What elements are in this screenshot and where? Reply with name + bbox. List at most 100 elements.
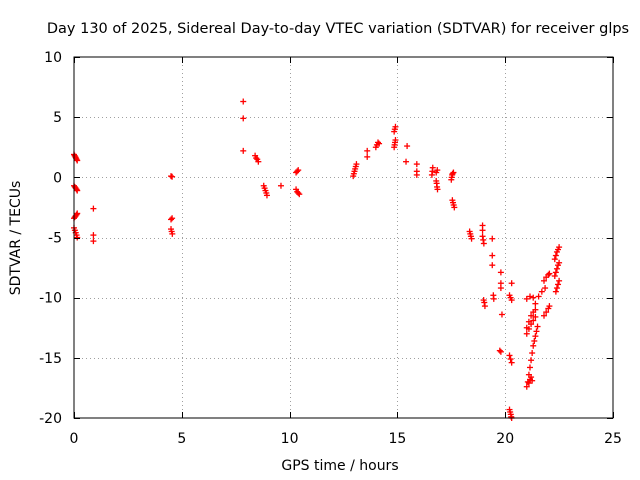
data-point bbox=[74, 234, 81, 241]
data-point bbox=[497, 285, 504, 292]
data-point bbox=[277, 182, 284, 189]
data-point bbox=[526, 364, 533, 371]
data-point bbox=[535, 293, 542, 300]
data-point bbox=[429, 164, 436, 171]
data-point bbox=[255, 158, 262, 165]
data-point bbox=[556, 277, 563, 284]
data-point bbox=[434, 186, 441, 193]
data-point bbox=[546, 270, 553, 277]
data-point bbox=[90, 232, 97, 239]
data-point bbox=[546, 303, 553, 310]
data-point bbox=[543, 309, 550, 316]
data-point bbox=[534, 323, 541, 330]
data-point bbox=[468, 235, 475, 242]
y-tick-label: -5 bbox=[48, 231, 62, 247]
x-tick-label: 25 bbox=[604, 431, 622, 447]
x-tick-label: 20 bbox=[496, 431, 514, 447]
data-point bbox=[451, 204, 458, 211]
x-axis-label: GPS time / hours bbox=[281, 458, 398, 474]
data-point bbox=[74, 210, 81, 217]
data-point bbox=[169, 230, 176, 237]
data-point bbox=[404, 143, 411, 150]
data-point bbox=[489, 252, 496, 259]
data-point bbox=[364, 153, 371, 160]
data-point bbox=[551, 273, 558, 280]
data-point bbox=[403, 158, 410, 165]
data-point bbox=[508, 359, 515, 366]
data-point bbox=[556, 244, 563, 251]
data-point bbox=[434, 167, 441, 174]
data-point bbox=[545, 271, 552, 278]
data-point bbox=[263, 192, 270, 199]
data-point bbox=[552, 252, 559, 259]
data-point bbox=[413, 168, 420, 175]
y-axis-label: SDTVAR / TECUs bbox=[8, 181, 24, 296]
data-point bbox=[533, 328, 540, 335]
y-tick-label: 0 bbox=[53, 170, 62, 186]
data-point bbox=[556, 259, 563, 266]
axis-ticks: 0 5 10 15 20 25 -20 -15 -10 -5 0 5 10 bbox=[39, 50, 622, 447]
data-point bbox=[489, 235, 496, 242]
x-tick-label: 10 bbox=[281, 431, 299, 447]
data-point bbox=[74, 157, 81, 164]
data-point bbox=[542, 285, 549, 292]
data-point bbox=[528, 357, 535, 364]
data-points bbox=[71, 98, 563, 421]
data-point bbox=[528, 374, 535, 381]
data-point bbox=[376, 140, 383, 147]
data-point bbox=[294, 168, 301, 175]
data-point bbox=[555, 281, 562, 288]
data-point bbox=[528, 321, 535, 328]
data-point bbox=[530, 294, 537, 301]
chart-title: Day 130 of 2025, Sidereal Day-to-day VTE… bbox=[47, 21, 629, 37]
plot-frame bbox=[73, 56, 614, 419]
data-point bbox=[497, 348, 504, 355]
data-point bbox=[169, 215, 176, 222]
data-point bbox=[529, 350, 536, 357]
data-point bbox=[364, 147, 371, 154]
data-point bbox=[479, 227, 486, 234]
data-point bbox=[532, 313, 539, 320]
data-point bbox=[296, 191, 303, 198]
x-tick-label: 0 bbox=[70, 431, 79, 447]
data-point bbox=[523, 330, 530, 337]
data-point bbox=[392, 137, 399, 144]
data-point bbox=[532, 333, 539, 340]
data-point bbox=[169, 173, 176, 180]
y-tick-label: -15 bbox=[39, 351, 62, 367]
data-point bbox=[496, 347, 503, 354]
gridlines bbox=[74, 57, 613, 418]
data-point bbox=[240, 98, 247, 105]
data-point bbox=[490, 295, 497, 302]
data-point bbox=[508, 297, 515, 304]
data-point bbox=[240, 115, 247, 122]
data-point bbox=[532, 300, 539, 307]
data-point bbox=[541, 312, 548, 319]
x-tick-label: 15 bbox=[388, 431, 406, 447]
data-point bbox=[481, 303, 488, 310]
y-tick-label: 10 bbox=[44, 50, 62, 66]
data-point bbox=[353, 161, 360, 168]
data-point bbox=[529, 377, 536, 384]
data-point bbox=[553, 265, 560, 272]
data-point bbox=[90, 238, 97, 245]
data-point bbox=[526, 293, 533, 300]
data-point bbox=[489, 262, 496, 269]
data-point bbox=[413, 161, 420, 168]
data-point bbox=[541, 277, 548, 284]
data-point bbox=[551, 256, 558, 263]
data-point bbox=[530, 317, 537, 324]
data-point bbox=[497, 269, 504, 276]
data-point bbox=[531, 337, 538, 344]
data-point bbox=[523, 383, 530, 390]
data-point bbox=[498, 311, 505, 318]
data-point bbox=[530, 342, 537, 349]
data-point bbox=[523, 295, 530, 302]
data-point bbox=[525, 325, 532, 332]
x-tick-label: 5 bbox=[177, 431, 186, 447]
data-point bbox=[374, 139, 381, 146]
data-point bbox=[392, 123, 399, 130]
data-point bbox=[168, 216, 175, 223]
y-tick-label: -10 bbox=[39, 291, 62, 307]
